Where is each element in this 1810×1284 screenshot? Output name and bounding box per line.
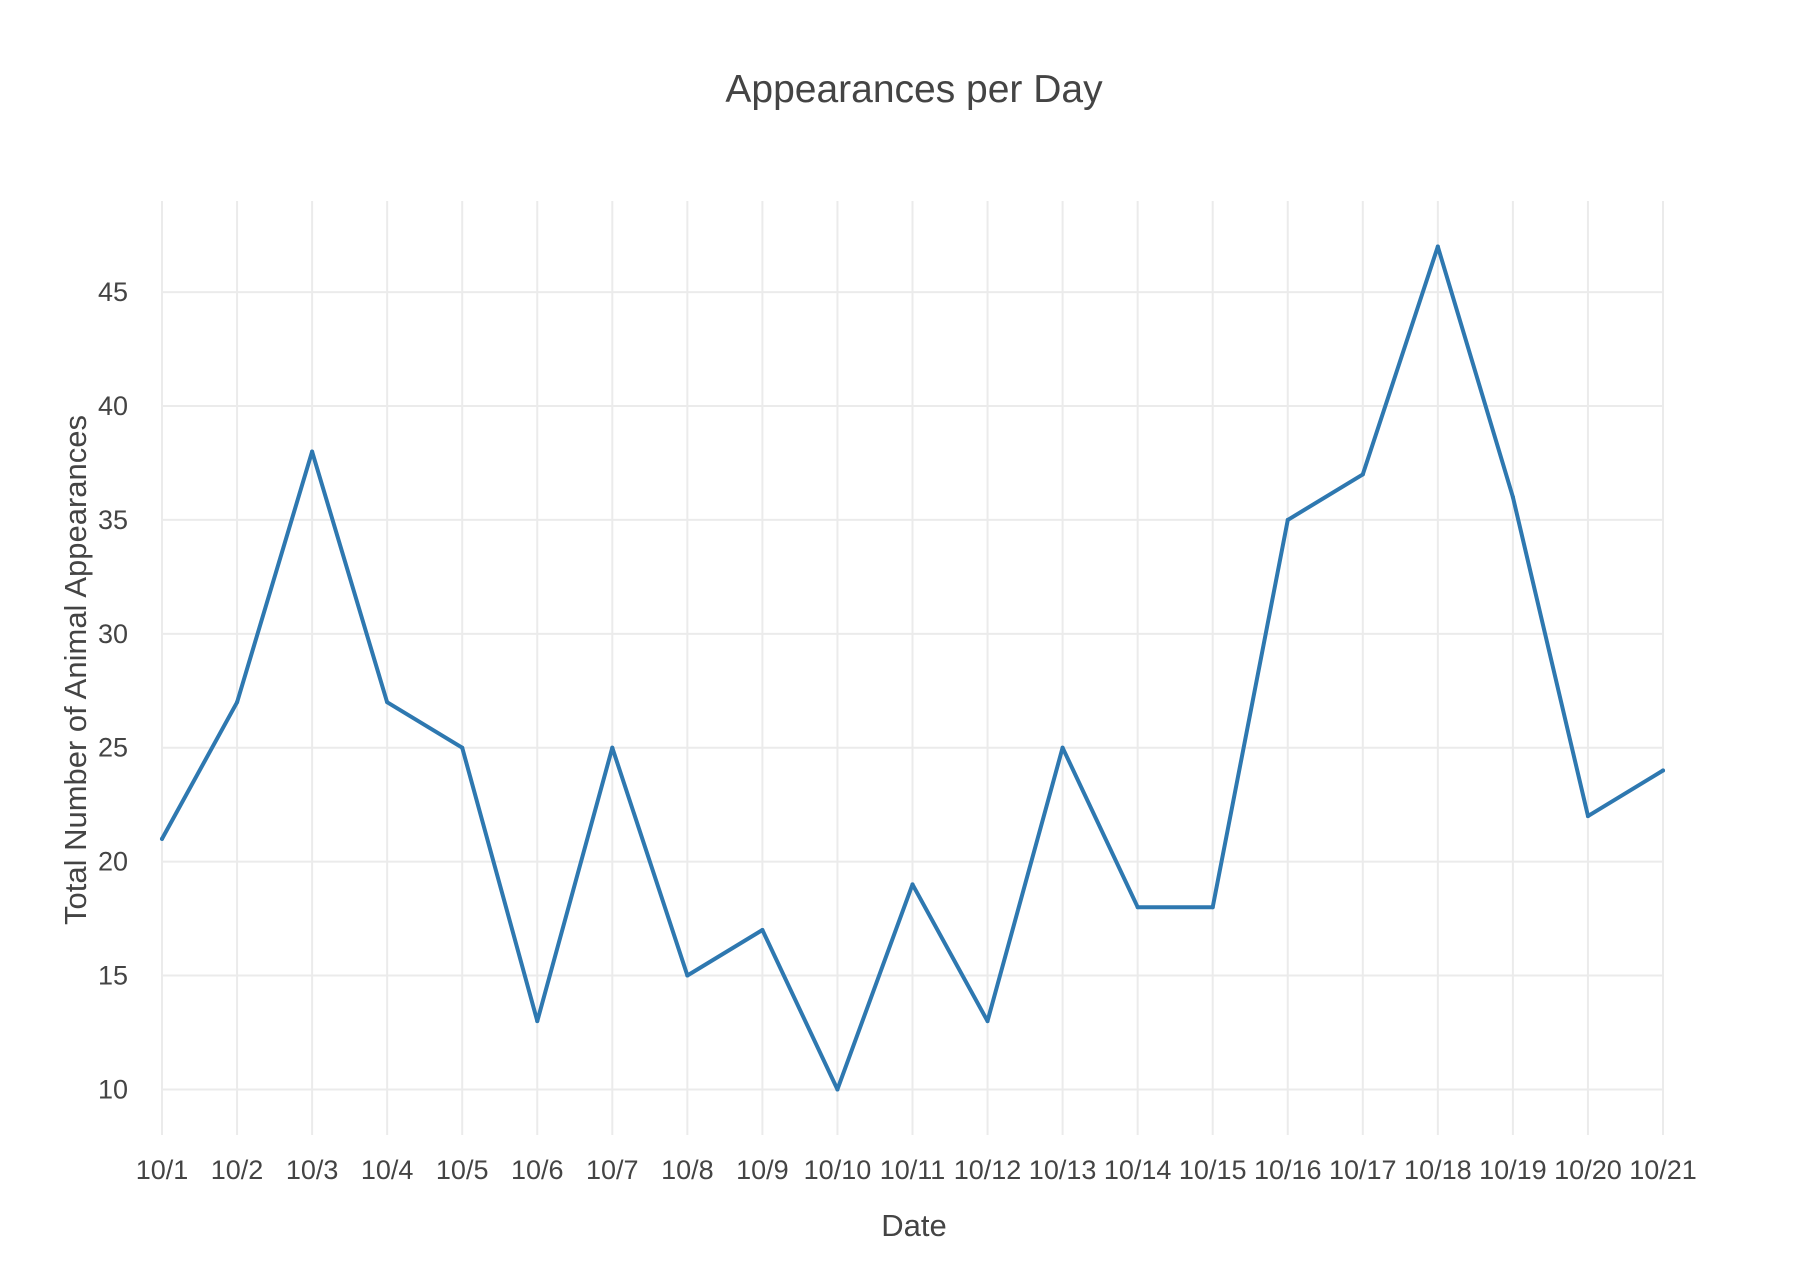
data-point xyxy=(1135,905,1140,910)
data-point xyxy=(1435,244,1440,249)
y-tick-label: 40 xyxy=(98,391,128,421)
x-tick-label: 10/5 xyxy=(436,1155,489,1185)
x-tick-label: 10/11 xyxy=(880,1155,946,1185)
data-point xyxy=(385,700,390,705)
y-tick-label: 20 xyxy=(98,847,128,877)
data-point xyxy=(835,1087,840,1092)
data-point xyxy=(760,927,765,932)
x-tick-label: 10/14 xyxy=(1104,1155,1172,1185)
data-point xyxy=(1510,495,1515,500)
data-point xyxy=(535,1019,540,1024)
chart-title: Appearances per Day xyxy=(725,68,1103,111)
x-tick-label: 10/15 xyxy=(1179,1155,1247,1185)
data-point xyxy=(610,745,615,750)
data-point xyxy=(235,700,240,705)
y-tick-labels: 10 15 20 25 30 35 40 45 xyxy=(98,277,128,1104)
x-tick-label: 10/19 xyxy=(1479,1155,1547,1185)
data-point xyxy=(685,973,690,978)
data-point xyxy=(1210,905,1215,910)
data-point xyxy=(1661,768,1665,773)
x-tick-label: 10/21 xyxy=(1629,1155,1697,1185)
data-point xyxy=(910,882,915,887)
data-point xyxy=(1285,517,1290,522)
y-tick-label: 10 xyxy=(98,1074,128,1104)
x-tick-label: 10/18 xyxy=(1404,1155,1472,1185)
x-tick-labels: 10/1 10/2 10/3 10/4 10/5 10/6 10/7 10/8 10/9 10/1… xyxy=(136,1155,1697,1185)
x-tick-label: 10/16 xyxy=(1254,1155,1322,1185)
series-layer xyxy=(160,244,1665,1092)
x-gridlines xyxy=(161,201,1664,1135)
y-tick-label: 45 xyxy=(98,277,128,307)
data-point xyxy=(310,449,315,454)
data-point xyxy=(1585,814,1590,819)
data-point xyxy=(985,1019,990,1024)
y-tick-label: 30 xyxy=(98,619,128,649)
y-tick-label: 15 xyxy=(98,961,128,991)
x-tick-label: 10/1 xyxy=(136,1155,189,1185)
x-axis-title: Date xyxy=(881,1208,946,1243)
y-tick-label: 35 xyxy=(98,505,128,535)
x-tick-label: 10/9 xyxy=(736,1155,789,1185)
x-tick-label: 10/10 xyxy=(804,1155,872,1185)
x-tick-label: 10/4 xyxy=(361,1155,414,1185)
x-tick-label: 10/13 xyxy=(1029,1155,1097,1185)
x-tick-label: 10/3 xyxy=(286,1155,339,1185)
x-tick-label: 10/2 xyxy=(211,1155,264,1185)
y-gridlines xyxy=(162,291,1663,1091)
x-tick-label: 10/6 xyxy=(511,1155,564,1185)
data-point xyxy=(460,745,465,750)
x-tick-label: 10/17 xyxy=(1329,1155,1397,1185)
y-tick-label: 25 xyxy=(98,733,128,763)
x-tick-label: 10/20 xyxy=(1554,1155,1622,1185)
x-tick-label: 10/8 xyxy=(661,1155,714,1185)
data-point xyxy=(1060,745,1065,750)
data-point xyxy=(1360,472,1365,477)
x-tick-label: 10/12 xyxy=(954,1155,1022,1185)
data-point xyxy=(160,836,164,841)
x-tick-label: 10/7 xyxy=(586,1155,639,1185)
y-axis-title: Total Number of Animal Appearances xyxy=(58,415,93,925)
